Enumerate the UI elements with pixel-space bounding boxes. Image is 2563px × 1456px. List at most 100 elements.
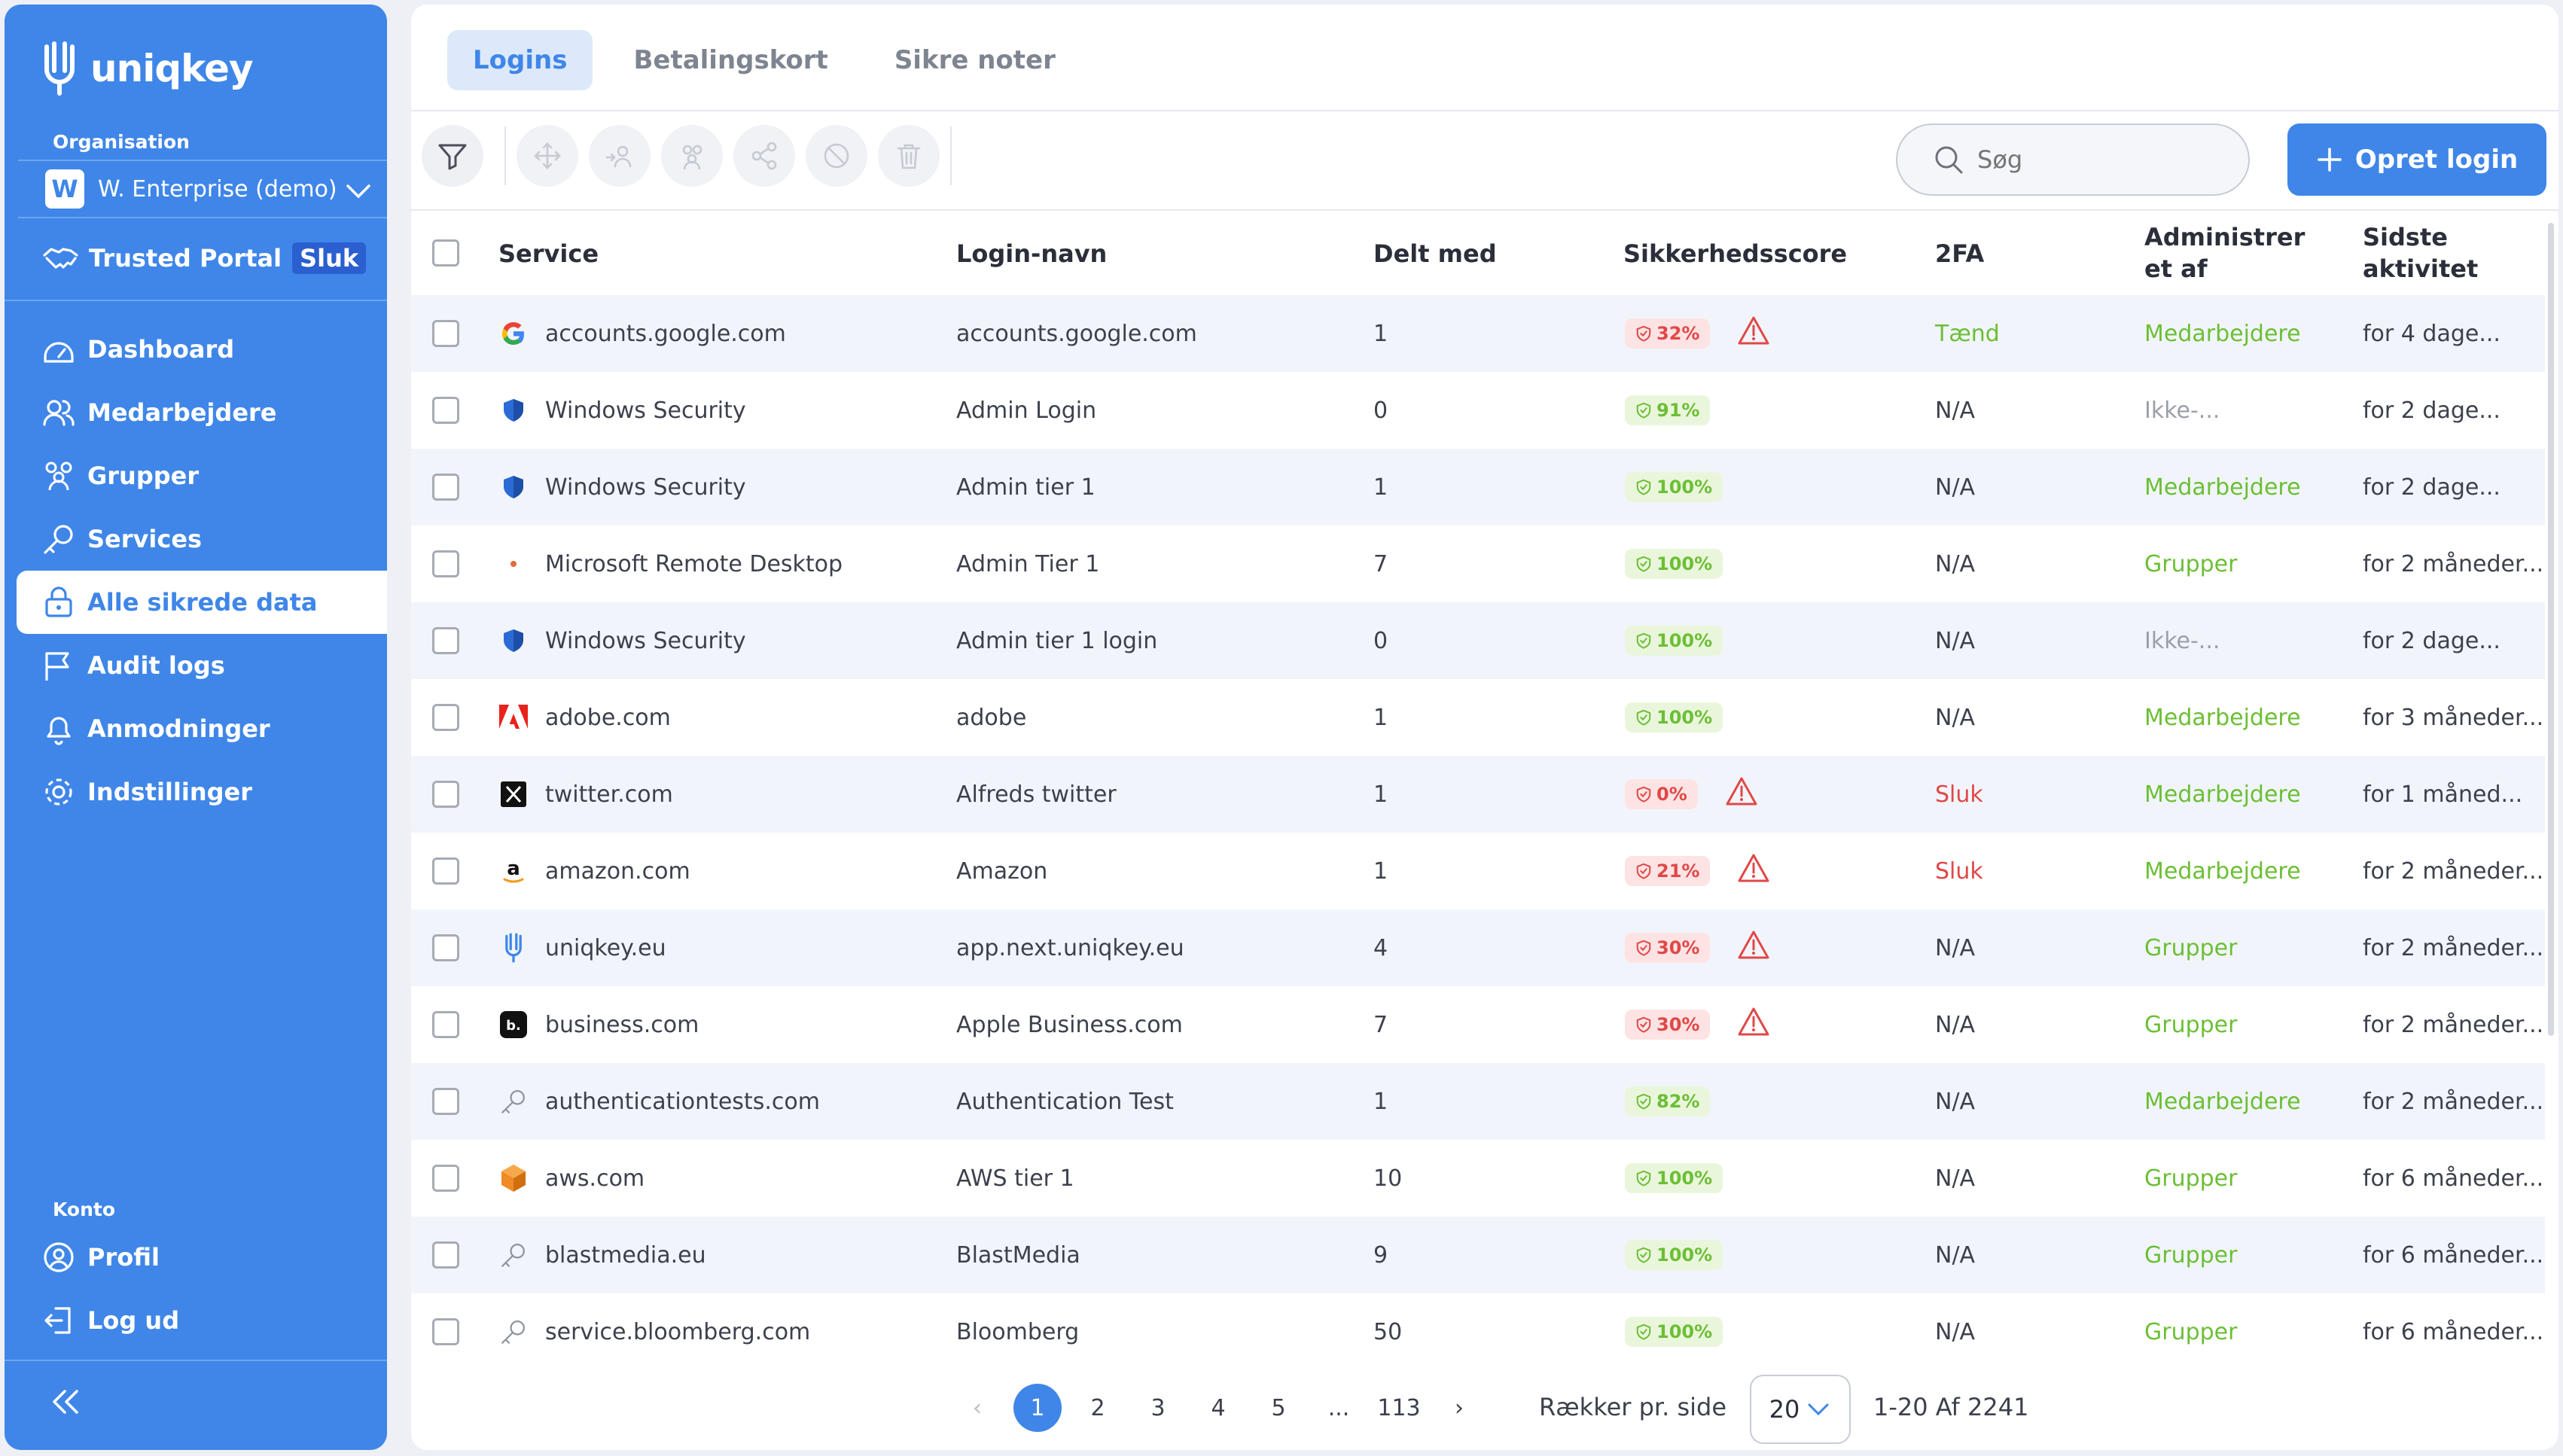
row-checkbox[interactable] <box>432 1088 459 1115</box>
shared-count[interactable]: 1 <box>1373 704 1388 731</box>
column-header-managed-by[interactable]: Administrer et af <box>2144 223 2305 283</box>
row-checkbox[interactable] <box>432 550 459 577</box>
share-button[interactable] <box>733 125 795 187</box>
table-scrollbar[interactable] <box>2548 223 2554 1036</box>
shared-count[interactable]: 4 <box>1373 934 1388 961</box>
service-name[interactable]: authenticationtests.com <box>545 1088 820 1115</box>
column-header-shared-with[interactable]: Delt med <box>1373 239 1497 268</box>
row-checkbox[interactable] <box>432 1318 459 1345</box>
tab-betalingskort[interactable]: Betalingskort <box>633 45 828 75</box>
page-button[interactable]: 1 <box>1013 1384 1062 1432</box>
previous-page-button[interactable]: ‹ <box>973 1394 982 1421</box>
org-selector[interactable]: W W. Enterprise (demo) <box>18 160 387 218</box>
select-all-checkbox[interactable] <box>432 239 459 267</box>
sidebar-item-indstillinger[interactable]: Indstillinger <box>5 760 387 824</box>
trusted-portal-toggle[interactable]: Trusted Portal Sluk <box>42 242 367 274</box>
shared-count[interactable]: 1 <box>1373 320 1388 347</box>
table-row[interactable]: uniqkey.eu app.next.uniqkey.eu 4 30% N/A Grup… <box>411 909 2545 986</box>
shared-count[interactable]: 50 <box>1373 1318 1403 1345</box>
row-checkbox[interactable] <box>432 397 459 424</box>
service-name[interactable]: business.com <box>545 1011 699 1038</box>
page-button[interactable]: 4 <box>1211 1394 1226 1421</box>
table-row[interactable]: service.bloomberg.com Bloomberg 50 100% N/A G… <box>411 1293 2545 1370</box>
shared-count[interactable]: 1 <box>1373 1088 1388 1115</box>
row-checkbox[interactable] <box>432 934 459 961</box>
service-name[interactable]: aws.com <box>545 1165 645 1192</box>
sidebar-item-alle-sikrede-data[interactable]: Alle sikrede data <box>17 571 387 634</box>
row-checkbox[interactable] <box>432 1011 459 1038</box>
row-checkbox[interactable] <box>432 704 459 731</box>
service-name[interactable]: adobe.com <box>545 704 671 731</box>
shared-count[interactable]: 7 <box>1373 550 1388 577</box>
shared-count[interactable]: 0 <box>1373 397 1388 424</box>
shared-count[interactable]: 1 <box>1373 781 1388 808</box>
service-name[interactable]: blastmedia.eu <box>545 1241 706 1269</box>
row-checkbox[interactable] <box>432 857 459 885</box>
service-name[interactable]: Windows Security <box>545 397 746 424</box>
service-name[interactable]: service.bloomberg.com <box>545 1318 811 1345</box>
service-name[interactable]: accounts.google.com <box>545 320 786 347</box>
shared-count[interactable]: 7 <box>1373 1011 1388 1038</box>
page-button[interactable]: 5 <box>1271 1394 1286 1421</box>
table-row[interactable]: twitter.com Alfreds twitter 1 0% Sluk Medarbe… <box>411 756 2545 833</box>
table-row[interactable]: aws.com AWS tier 1 10 100% N/A Grupper for 6 m… <box>411 1140 2545 1217</box>
sidebar-item-audit-logs[interactable]: Audit logs <box>5 634 387 697</box>
table-row[interactable]: adobe.com adobe 1 100% N/A Medarbejdere for 3 … <box>411 679 2545 756</box>
table-row[interactable]: Windows Security Admin tier 1 1 100% N/A Meda… <box>411 449 2545 525</box>
service-name[interactable]: twitter.com <box>545 781 673 808</box>
service-name[interactable]: Windows Security <box>545 474 746 501</box>
collapse-sidebar-icon[interactable] <box>48 1387 81 1417</box>
row-checkbox[interactable] <box>432 1241 459 1269</box>
column-header-login-name[interactable]: Login-navn <box>956 239 1108 268</box>
assign-user-button[interactable] <box>589 125 651 187</box>
table-row[interactable]: blastmedia.eu BlastMedia 9 100% N/A Grupper fo… <box>411 1217 2545 1293</box>
brand[interactable]: uniqkey <box>39 41 254 96</box>
filter-button[interactable] <box>422 125 483 187</box>
column-header-2fa[interactable]: 2FA <box>1935 239 1985 268</box>
assign-group-button[interactable] <box>661 125 723 187</box>
table-row[interactable]: Microsoft Remote Desktop Admin Tier 1 7 100… <box>411 525 2545 602</box>
table-row[interactable]: Windows Security Admin tier 1 login 0 100% N… <box>411 602 2545 679</box>
sidebar-item-profil[interactable]: Profil <box>5 1226 387 1289</box>
shared-count[interactable]: 1 <box>1373 474 1388 501</box>
row-checkbox[interactable] <box>432 627 459 654</box>
create-login-button[interactable]: Opret login <box>2287 123 2546 196</box>
row-checkbox[interactable] <box>432 781 459 808</box>
table-row[interactable]: b. business.com Apple Business.com 7 30% N/A G… <box>411 986 2545 1063</box>
service-name[interactable]: uniqkey.eu <box>545 934 666 961</box>
column-header-last-activity[interactable]: Sidste aktivitet <box>2363 223 2479 283</box>
row-checkbox[interactable] <box>432 474 459 501</box>
table-row[interactable]: Windows Security Admin Login 0 91% N/A Ikke-.… <box>411 372 2545 449</box>
sidebar-item-grupper[interactable]: Grupper <box>5 444 387 507</box>
tab-logins[interactable]: Logins <box>447 30 593 90</box>
search-box[interactable] <box>1896 123 2250 196</box>
shared-count[interactable]: 10 <box>1373 1165 1403 1192</box>
table-row[interactable]: accounts.google.com accounts.google.com 1 3… <box>411 295 2545 372</box>
next-page-button[interactable]: › <box>1455 1394 1464 1421</box>
sidebar-item-log-ud[interactable]: Log ud <box>5 1289 387 1352</box>
delete-button[interactable] <box>878 125 940 187</box>
column-header-service[interactable]: Service <box>498 239 599 268</box>
page-button[interactable]: 113 <box>1377 1394 1421 1421</box>
table-row[interactable]: authenticationtests.com Authentication Te… <box>411 1063 2545 1140</box>
rows-per-page-select[interactable]: 20 <box>1750 1375 1851 1444</box>
block-button[interactable] <box>806 125 867 187</box>
move-button[interactable] <box>517 125 578 187</box>
column-header-security-score[interactable]: Sikkerhedsscore <box>1623 239 1848 268</box>
page-button[interactable]: 2 <box>1090 1394 1105 1421</box>
page-button[interactable]: 3 <box>1150 1394 1166 1421</box>
row-checkbox[interactable] <box>432 320 459 347</box>
shared-count[interactable]: 9 <box>1373 1241 1388 1269</box>
row-checkbox[interactable] <box>432 1165 459 1192</box>
table-row[interactable]: a amazon.com Amazon 1 21% Sluk Medarbejdere for… <box>411 833 2545 909</box>
shared-count[interactable]: 1 <box>1373 857 1388 885</box>
service-name[interactable]: amazon.com <box>545 857 690 885</box>
sidebar-item-services[interactable]: Services <box>5 507 387 571</box>
sidebar-item-dashboard[interactable]: Dashboard <box>5 318 387 381</box>
tab-sikre-noter[interactable]: Sikre noter <box>894 45 1056 75</box>
service-name[interactable]: Microsoft Remote Desktop <box>545 550 843 577</box>
search-input[interactable] <box>1977 145 2218 174</box>
shared-count[interactable]: 0 <box>1373 627 1388 654</box>
sidebar-item-anmodninger[interactable]: Anmodninger <box>5 697 387 760</box>
service-name[interactable]: Windows Security <box>545 627 746 654</box>
